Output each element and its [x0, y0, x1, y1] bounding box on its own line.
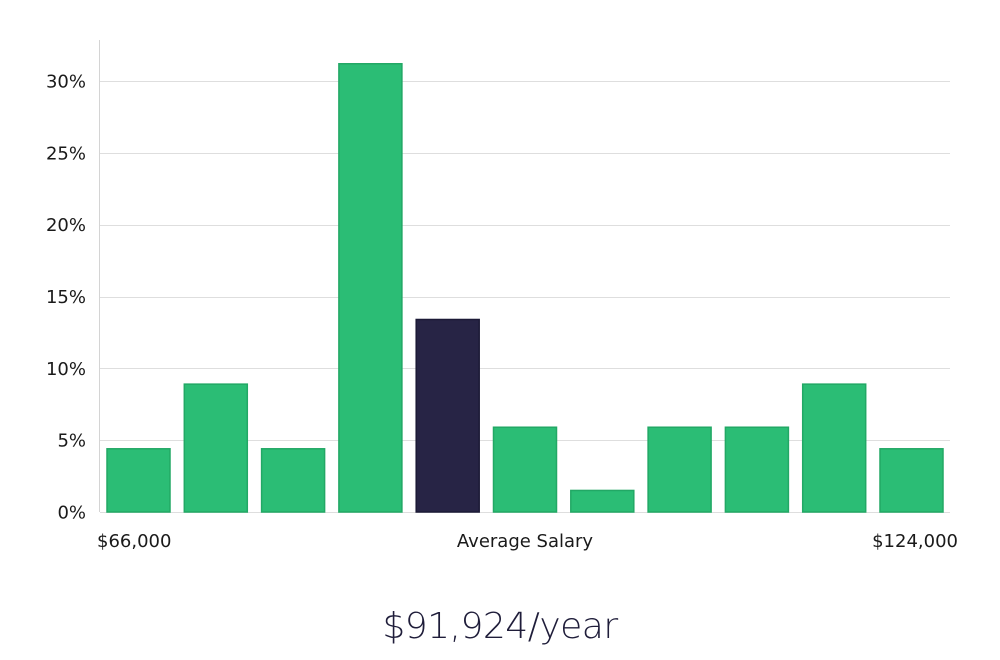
x-axis-title: Average Salary: [457, 531, 594, 552]
bar: [724, 426, 790, 513]
y-tick-label: 20%: [46, 215, 86, 236]
y-tick-label: 15%: [46, 287, 86, 308]
y-tick-label: 25%: [46, 143, 86, 164]
y-tick-label: 30%: [46, 72, 86, 93]
bar: [106, 448, 171, 513]
bar: [338, 63, 403, 513]
bar: [647, 426, 712, 513]
bar: [879, 448, 944, 513]
y-tick-label: 0%: [57, 503, 86, 524]
x-min-label: $66,000: [97, 531, 171, 552]
salary-histogram: 0% 5% 10% 15% 20% 25% 30% $66,000 Average Sala…: [46, 40, 958, 552]
bar-highlighted: [415, 318, 480, 513]
y-axis-ticks: 0% 5% 10% 15% 20% 25% 30%: [46, 72, 86, 524]
bar: [492, 426, 558, 513]
bar: [260, 448, 326, 513]
bars: [106, 63, 944, 513]
bar: [801, 383, 867, 513]
bar: [570, 489, 635, 513]
bar: [183, 383, 249, 513]
y-tick-label: 5%: [57, 431, 86, 452]
average-salary-value: $91,924/year: [382, 606, 618, 647]
x-max-label: $124,000: [872, 531, 958, 552]
y-tick-label: 10%: [46, 359, 86, 380]
